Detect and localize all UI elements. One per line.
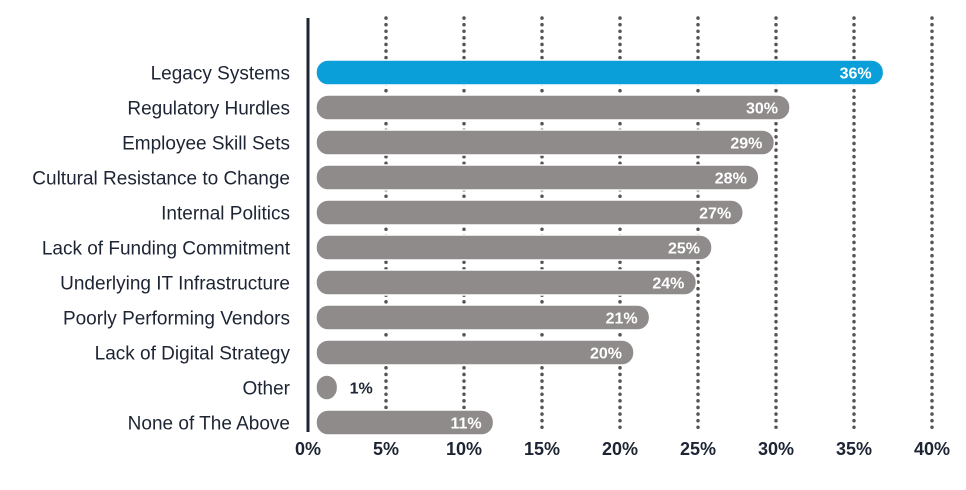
category-label: Lack of Digital Strategy — [95, 344, 291, 365]
x-tick-label: 0% — [295, 439, 321, 459]
bar — [315, 339, 635, 366]
bar — [315, 304, 651, 331]
category-label: Regulatory Hurdles — [127, 99, 290, 120]
bar — [315, 129, 776, 156]
bar — [315, 374, 339, 401]
bar — [315, 94, 791, 121]
value-label: 28% — [715, 171, 747, 188]
x-tick-label: 35% — [836, 439, 872, 459]
bar — [315, 59, 885, 86]
category-label: Internal Politics — [161, 204, 290, 225]
bar — [315, 269, 698, 296]
category-label: Legacy Systems — [151, 64, 290, 85]
value-label: 36% — [840, 66, 872, 83]
bar — [315, 199, 744, 226]
category-label: Employee Skill Sets — [122, 134, 290, 155]
category-label: None of The Above — [128, 414, 290, 435]
x-tick-label: 30% — [758, 439, 794, 459]
category-label: Lack of Funding Commitment — [42, 239, 291, 260]
x-tick-label: 40% — [914, 439, 950, 459]
x-tick-label: 10% — [446, 439, 482, 459]
value-label: 1% — [350, 381, 373, 398]
value-label: 21% — [606, 311, 638, 328]
bars — [315, 59, 885, 436]
category-label: Cultural Resistance to Change — [32, 169, 290, 190]
value-label: 24% — [652, 276, 684, 293]
category-label: Underlying IT Infrastructure — [60, 274, 290, 295]
x-tick-label: 20% — [602, 439, 638, 459]
value-label: 20% — [590, 346, 622, 363]
value-label: 11% — [450, 416, 481, 433]
x-tick-labels: 0% 5% 10% 15% 20% 25% 30% 35% 40% — [295, 439, 950, 459]
category-labels: Legacy Systems Regulatory Hurdles Employee… — [32, 64, 290, 435]
value-label: 29% — [730, 136, 762, 153]
bar — [315, 164, 760, 191]
value-label: 27% — [699, 206, 731, 223]
x-tick-label: 5% — [373, 439, 399, 459]
value-labels: 36% 30% 29% 28% 27% 25% 24% 21% 20% 1% 11% — [350, 66, 872, 433]
category-label: Poorly Performing Vendors — [63, 309, 290, 330]
value-label: 25% — [668, 241, 700, 258]
value-label: 30% — [746, 101, 778, 118]
x-tick-label: 25% — [680, 439, 716, 459]
bar — [315, 409, 495, 436]
bar — [315, 234, 713, 261]
x-tick-label: 15% — [524, 439, 560, 459]
category-label: Other — [242, 379, 290, 400]
